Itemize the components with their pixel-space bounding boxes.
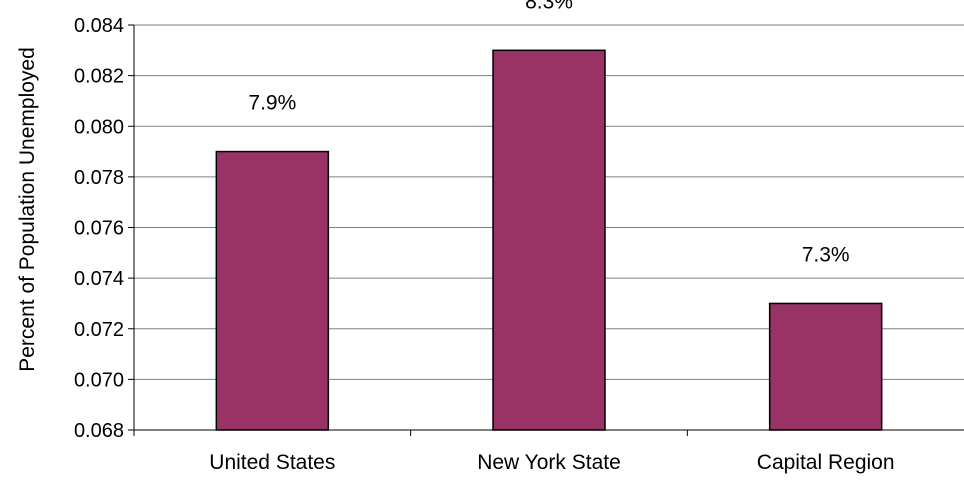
- bar: [768, 302, 883, 431]
- bars: 7.9% 8.3% 7.3%: [215, 0, 883, 431]
- x-category-label: Capital Region: [757, 451, 895, 474]
- x-category-label: New York State: [477, 451, 621, 474]
- bar-data-label: 8.3%: [525, 0, 573, 13]
- y-axis-ticks: 0.068 0.070 0.072 0.074 0.076 0.078 0.080 0.082…: [74, 15, 134, 442]
- bar-data-label: 7.9%: [248, 92, 296, 115]
- y-tick-label: 0.082: [74, 66, 124, 88]
- bar: [492, 49, 606, 431]
- y-tick-label: 0.084: [74, 15, 124, 37]
- y-tick-label: 0.080: [74, 116, 124, 138]
- bar-data-label: 7.3%: [802, 243, 850, 266]
- x-axis-ticks: United States New York State Capital Regio…: [133, 430, 895, 474]
- bar: [215, 150, 330, 431]
- y-tick-label: 0.074: [74, 268, 124, 290]
- y-axis-title: Percent of Population Unemployed: [16, 47, 39, 372]
- y-tick-label: 0.076: [74, 218, 124, 240]
- y-tick-label: 0.070: [74, 369, 124, 391]
- y-tick-label: 0.072: [74, 319, 124, 341]
- y-tick-label: 0.068: [74, 420, 124, 442]
- y-tick-label: 0.078: [74, 167, 124, 189]
- x-category-label: United States: [209, 451, 335, 474]
